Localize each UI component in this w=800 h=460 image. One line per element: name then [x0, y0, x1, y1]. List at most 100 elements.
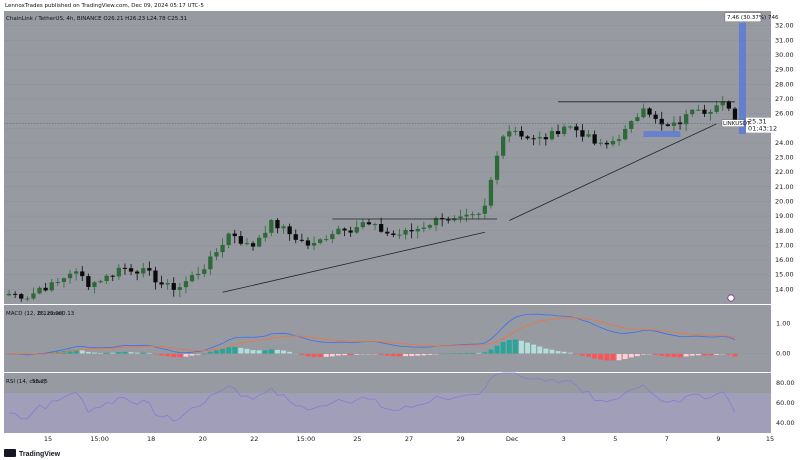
candle[interactable]: [37, 285, 42, 295]
candle[interactable]: [665, 122, 670, 127]
candle[interactable]: [318, 238, 323, 245]
candle[interactable]: [476, 212, 481, 220]
candle[interactable]: [537, 131, 542, 146]
candle[interactable]: [482, 198, 487, 219]
candle[interactable]: [543, 133, 548, 146]
candle[interactable]: [165, 279, 170, 290]
candle[interactable]: [86, 273, 91, 291]
candle[interactable]: [232, 229, 237, 244]
candle[interactable]: [647, 107, 652, 118]
candle[interactable]: [366, 218, 372, 226]
candle[interactable]: [385, 227, 390, 237]
candle[interactable]: [104, 273, 109, 284]
candle[interactable]: [562, 124, 567, 137]
candle[interactable]: [74, 268, 79, 281]
candle[interactable]: [189, 271, 195, 283]
candle[interactable]: [604, 140, 609, 149]
candle[interactable]: [720, 96, 725, 111]
candle[interactable]: [244, 237, 250, 246]
candle[interactable]: [250, 241, 256, 251]
candle[interactable]: [116, 264, 121, 280]
candle[interactable]: [494, 151, 500, 185]
candle[interactable]: [19, 292, 24, 302]
candle[interactable]: [92, 280, 97, 294]
candle[interactable]: [610, 136, 616, 147]
candle[interactable]: [305, 237, 311, 250]
candle[interactable]: [446, 216, 451, 224]
candle[interactable]: [171, 277, 176, 297]
candle[interactable]: [202, 264, 207, 278]
candle[interactable]: [159, 275, 164, 288]
candle[interactable]: [49, 278, 54, 292]
candle[interactable]: [708, 109, 713, 121]
candle[interactable]: [287, 223, 292, 241]
candle[interactable]: [629, 120, 634, 133]
candle[interactable]: [122, 263, 128, 275]
candle[interactable]: [513, 126, 518, 136]
candle[interactable]: [580, 124, 585, 142]
support-zone[interactable]: [643, 131, 681, 137]
candle[interactable]: [531, 135, 536, 146]
candle[interactable]: [257, 234, 262, 248]
candle[interactable]: [641, 103, 646, 119]
candle[interactable]: [415, 225, 420, 239]
candle[interactable]: [568, 125, 573, 130]
candle[interactable]: [342, 227, 347, 237]
candle[interactable]: [549, 127, 555, 141]
candle[interactable]: [440, 213, 445, 227]
candle[interactable]: [592, 130, 597, 146]
trendline[interactable]: [509, 123, 717, 221]
candle[interactable]: [330, 230, 335, 244]
candle[interactable]: [360, 218, 365, 230]
candle[interactable]: [690, 108, 695, 117]
candle[interactable]: [488, 176, 494, 209]
candle[interactable]: [574, 123, 579, 138]
candle[interactable]: [67, 269, 73, 284]
candle[interactable]: [128, 263, 134, 276]
candle[interactable]: [6, 289, 12, 297]
candle[interactable]: [311, 236, 317, 251]
trendline[interactable]: [222, 231, 485, 293]
candle[interactable]: [299, 233, 304, 243]
candle[interactable]: [336, 225, 341, 235]
candle[interactable]: [671, 116, 677, 134]
candle[interactable]: [141, 263, 146, 278]
candle[interactable]: [623, 124, 628, 141]
candle[interactable]: [183, 276, 189, 294]
candle[interactable]: [702, 104, 707, 117]
candle[interactable]: [421, 221, 426, 233]
candle[interactable]: [391, 230, 396, 238]
candle[interactable]: [372, 222, 378, 230]
candle[interactable]: [409, 223, 414, 239]
candle[interactable]: [263, 225, 268, 242]
candle[interactable]: [714, 100, 719, 114]
candle[interactable]: [586, 130, 591, 138]
candle[interactable]: [177, 282, 182, 298]
alert-marker-icon[interactable]: [727, 294, 735, 302]
candle[interactable]: [220, 238, 225, 258]
candle[interactable]: [696, 104, 701, 111]
candle[interactable]: [555, 124, 561, 138]
candle[interactable]: [501, 134, 506, 160]
candle[interactable]: [43, 282, 48, 292]
candle[interactable]: [208, 250, 213, 276]
macd-pane[interactable]: [4, 305, 771, 372]
candle[interactable]: [110, 274, 115, 282]
candle[interactable]: [684, 109, 689, 131]
candle[interactable]: [226, 232, 231, 249]
candle[interactable]: [659, 111, 664, 131]
candle[interactable]: [525, 135, 530, 140]
measure-box[interactable]: [738, 22, 746, 135]
candle[interactable]: [598, 138, 603, 147]
candle[interactable]: [153, 266, 158, 290]
candle[interactable]: [458, 209, 463, 223]
candle[interactable]: [677, 116, 683, 130]
candle[interactable]: [470, 211, 475, 220]
candle[interactable]: [348, 226, 353, 237]
candle[interactable]: [519, 126, 524, 140]
candle[interactable]: [616, 134, 622, 146]
candle[interactable]: [354, 220, 359, 235]
candle[interactable]: [80, 265, 85, 282]
candle[interactable]: [427, 223, 433, 230]
candle[interactable]: [324, 235, 329, 242]
